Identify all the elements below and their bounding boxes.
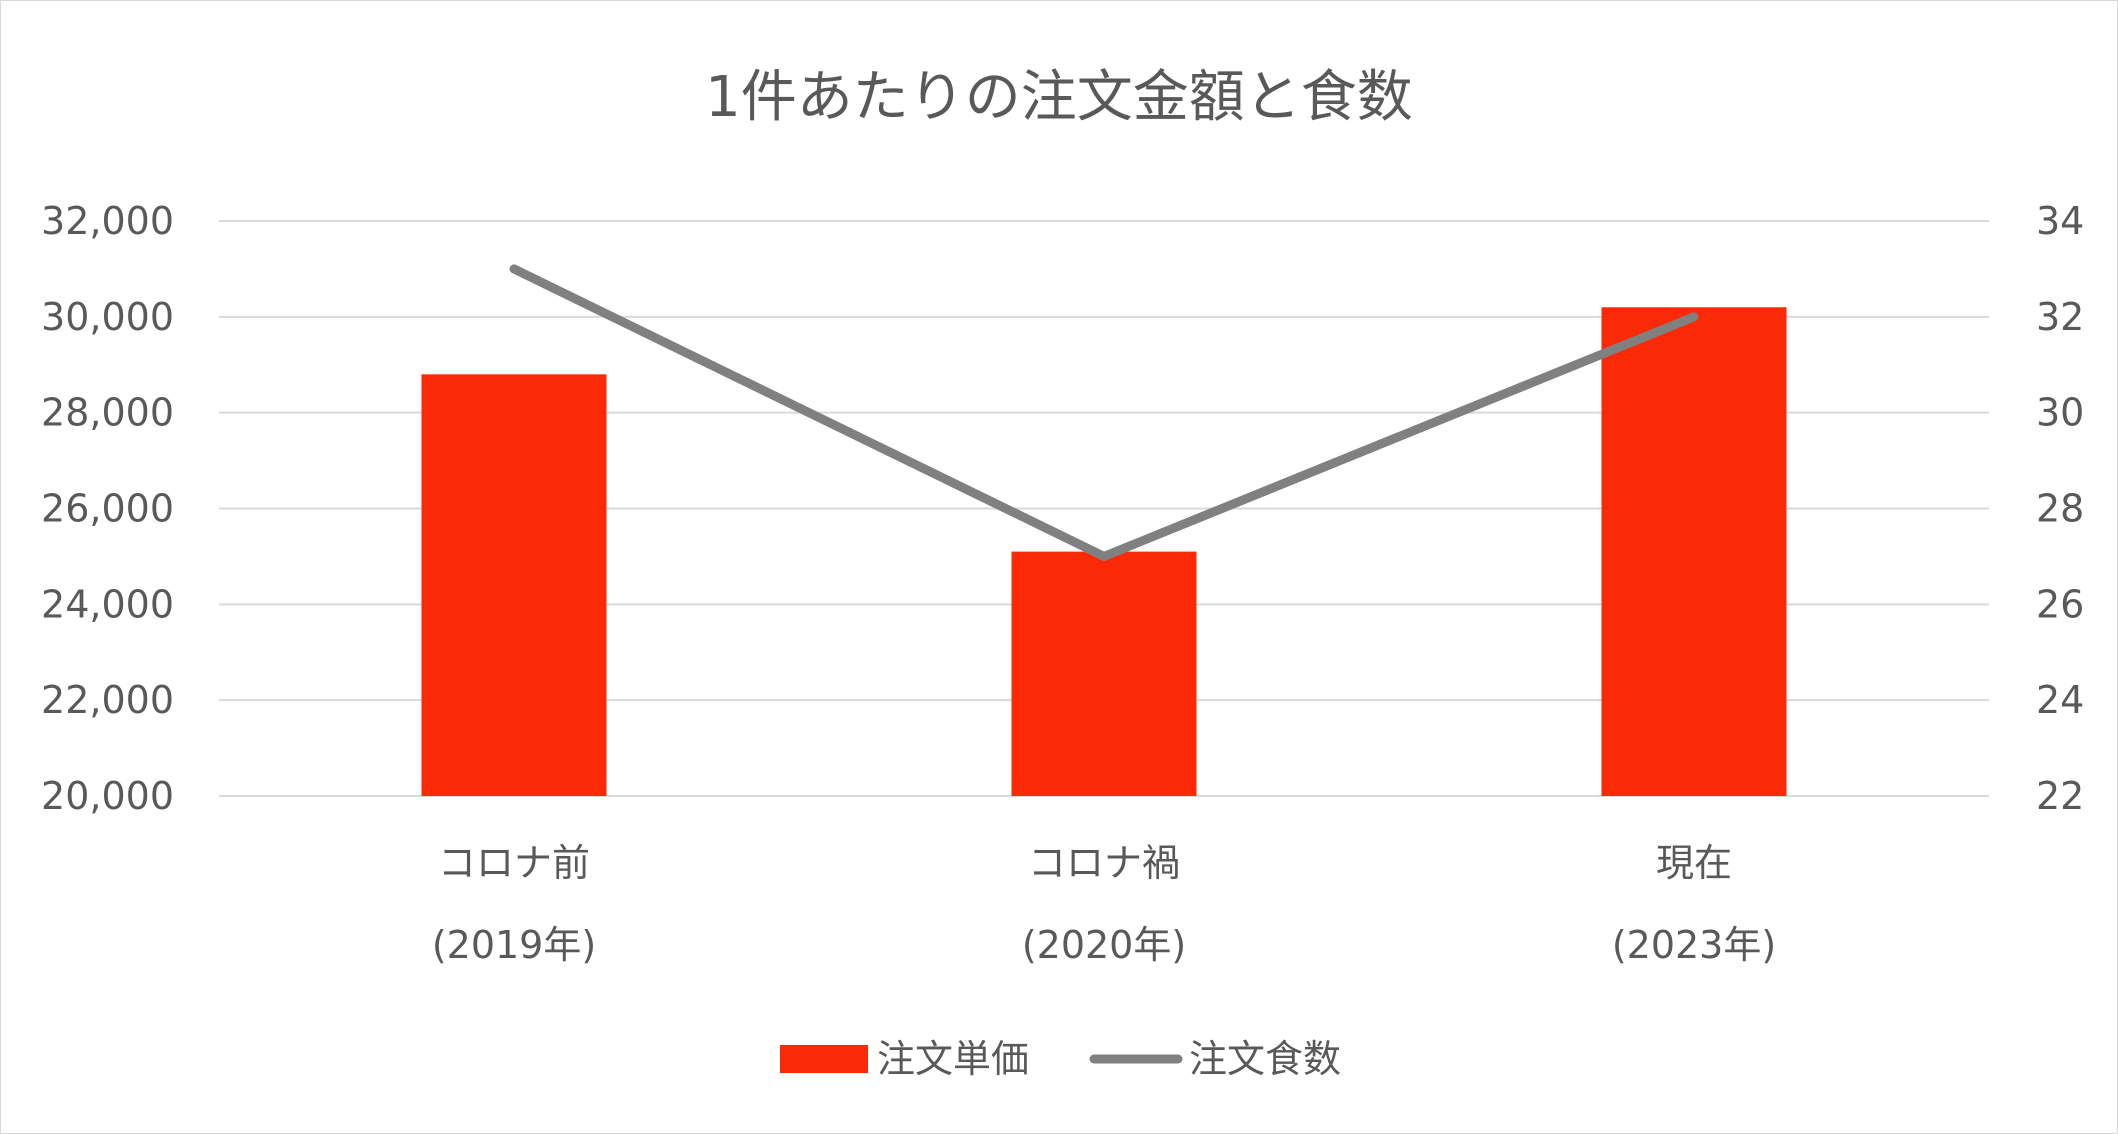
category-label: (2019年) — [432, 923, 596, 967]
right-y-tick-label: 26 — [2036, 582, 2084, 626]
right-y-tick-label: 22 — [2036, 774, 2084, 818]
right-y-axis: 22 24 26 28 30 32 34 — [2036, 199, 2084, 818]
category-label: 現在 — [1656, 841, 1732, 885]
left-y-tick-label: 32,000 — [41, 199, 174, 243]
category-label: コロナ前 — [438, 841, 590, 885]
bar-series — [421, 307, 1787, 796]
category-label: (2023年) — [1612, 923, 1776, 967]
legend-label: 注文食数 — [1189, 1037, 1341, 1081]
left-y-tick-label: 20,000 — [41, 774, 174, 818]
category-label: コロナ禍 — [1028, 841, 1180, 885]
line-point — [1103, 555, 1105, 557]
left-y-tick-label: 30,000 — [41, 295, 174, 339]
line-series — [509, 264, 1699, 561]
line-point — [1693, 316, 1695, 318]
left-y-tick-label: 22,000 — [41, 678, 174, 722]
left-y-tick-label: 28,000 — [41, 391, 174, 435]
legend-label: 注文単価 — [877, 1037, 1029, 1081]
bar — [1011, 551, 1197, 796]
left-y-tick-label: 24,000 — [41, 582, 174, 626]
line-point — [513, 268, 515, 270]
bar — [1601, 307, 1787, 796]
left-y-tick-label: 26,000 — [41, 487, 174, 531]
chart-title: 1件あたりの注文金額と食数 — [705, 65, 1413, 130]
right-y-tick-label: 34 — [2036, 199, 2084, 243]
left-y-axis: 20,000 22,000 24,000 26,000 28,000 30,000 32,0… — [41, 199, 174, 818]
right-y-tick-label: 28 — [2036, 487, 2084, 531]
right-y-tick-label: 24 — [2036, 678, 2084, 722]
category-label: (2020年) — [1022, 923, 1186, 967]
legend: 注文単価 注文食数 — [780, 1037, 1341, 1081]
right-y-tick-label: 32 — [2036, 295, 2084, 339]
legend-swatch-bar — [780, 1045, 868, 1073]
x-axis: コロナ前 (2019年) コロナ禍 (2020年) 現在 (2023年) — [432, 841, 1776, 967]
right-y-tick-label: 30 — [2036, 391, 2084, 435]
bar — [421, 374, 607, 796]
